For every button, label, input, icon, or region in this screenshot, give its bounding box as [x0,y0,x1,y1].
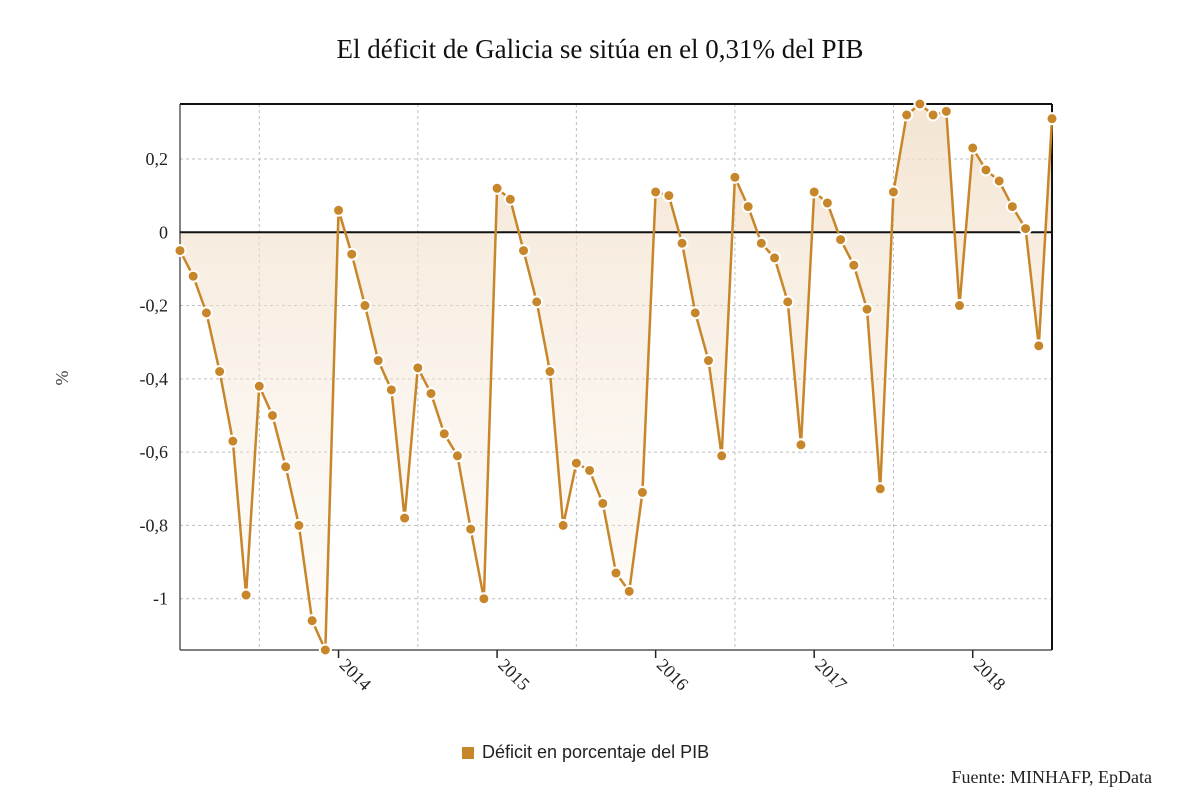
data-point [622,584,636,598]
legend[interactable]: Déficit en porcentaje del PIB [462,742,709,763]
data-point [556,518,570,532]
data-point [926,108,940,122]
data-point [847,258,861,272]
area-fill [180,104,1052,650]
data-point [979,163,993,177]
data-point [966,141,980,155]
data-point [186,269,200,283]
data-point [199,306,213,320]
data-point [900,108,914,122]
data-point [292,518,306,532]
points-layer [173,97,1059,657]
axis-layer [179,103,1053,658]
data-point [741,200,755,214]
data-point [807,185,821,199]
data-point [939,104,953,118]
data-point [662,189,676,203]
data-point [1045,112,1059,126]
data-point [596,496,610,510]
data-point [517,244,531,258]
data-point [583,463,597,477]
data-point [239,588,253,602]
data-point [873,482,887,496]
chart-title: El déficit de Galicia se sitúa en el 0,3… [336,34,864,64]
data-point [768,251,782,265]
data-point [635,485,649,499]
data-point [384,383,398,397]
x-tick-label: 2015 [494,655,534,695]
data-point [992,174,1006,188]
data-point [279,460,293,474]
data-point [371,354,385,368]
data-point [609,566,623,580]
source-note: Fuente: MINHAFP, EpData [951,767,1153,787]
data-point [503,192,517,206]
labels-layer: 0,2 0 -0,2 -0,4 -0,6 -0,8 -1 2014 2015 2016 2017 20… [52,149,1009,694]
legend-label: Déficit en porcentaje del PIB [482,742,710,762]
data-point [649,185,663,199]
area-layer [180,104,1052,650]
data-point [754,236,768,250]
x-tick-label: 2014 [336,655,376,695]
data-point [701,354,715,368]
data-point [305,614,319,628]
y-tick-label: -0,8 [140,515,169,535]
data-point [464,522,478,536]
y-tick-label: -1 [153,589,168,609]
data-point [543,365,557,379]
data-point [252,379,266,393]
y-tick-label: 0 [159,222,168,242]
y-tick-label: -0,2 [140,296,169,316]
data-point [398,511,412,525]
data-point [437,427,451,441]
data-point [358,299,372,313]
data-point [332,203,346,217]
data-point [820,196,834,210]
data-point [794,438,808,452]
data-point [477,592,491,606]
data-point [834,233,848,247]
data-point [1005,200,1019,214]
y-axis-label: % [52,371,72,386]
data-point [226,434,240,448]
data-point [173,244,187,258]
data-point [411,361,425,375]
data-point [1032,339,1046,353]
data-point [728,170,742,184]
data-point [860,302,874,316]
y-tick-label: 0,2 [146,149,169,169]
data-point [490,181,504,195]
data-point [886,185,900,199]
data-point [715,449,729,463]
data-point [450,449,464,463]
x-tick-label: 2018 [970,655,1010,695]
data-point [569,456,583,470]
data-point [913,97,927,111]
data-point [424,386,438,400]
data-point [781,295,795,309]
data-point [265,408,279,422]
y-tick-label: -0,6 [140,442,169,462]
data-point [953,299,967,313]
data-point [530,295,544,309]
data-point [688,306,702,320]
y-tick-label: -0,4 [140,369,169,389]
data-point [675,236,689,250]
data-point [1019,222,1033,236]
data-point [318,643,332,657]
x-tick-label: 2017 [811,655,851,695]
legend-swatch [462,746,474,759]
data-point [213,365,227,379]
x-tick-label: 2016 [653,655,693,695]
data-point [345,247,359,261]
